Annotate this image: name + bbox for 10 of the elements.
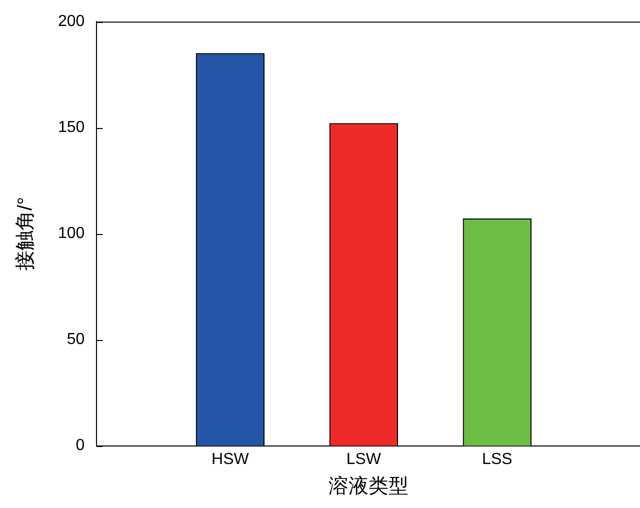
x-tick-label: HSW	[212, 450, 250, 468]
y-tick-label: 0	[76, 437, 85, 454]
y-tick-label: 100	[58, 225, 85, 242]
x-tick-label: LSW	[346, 450, 382, 468]
y-tick-label: 50	[66, 331, 85, 348]
x-axis-title: 溶液类型	[328, 476, 408, 498]
y-tick-label: 200	[58, 13, 85, 30]
x-tick-label: LSS	[482, 450, 512, 468]
y-tick-label: 150	[58, 119, 85, 136]
y-axis-title: 接触角/°	[14, 196, 37, 270]
